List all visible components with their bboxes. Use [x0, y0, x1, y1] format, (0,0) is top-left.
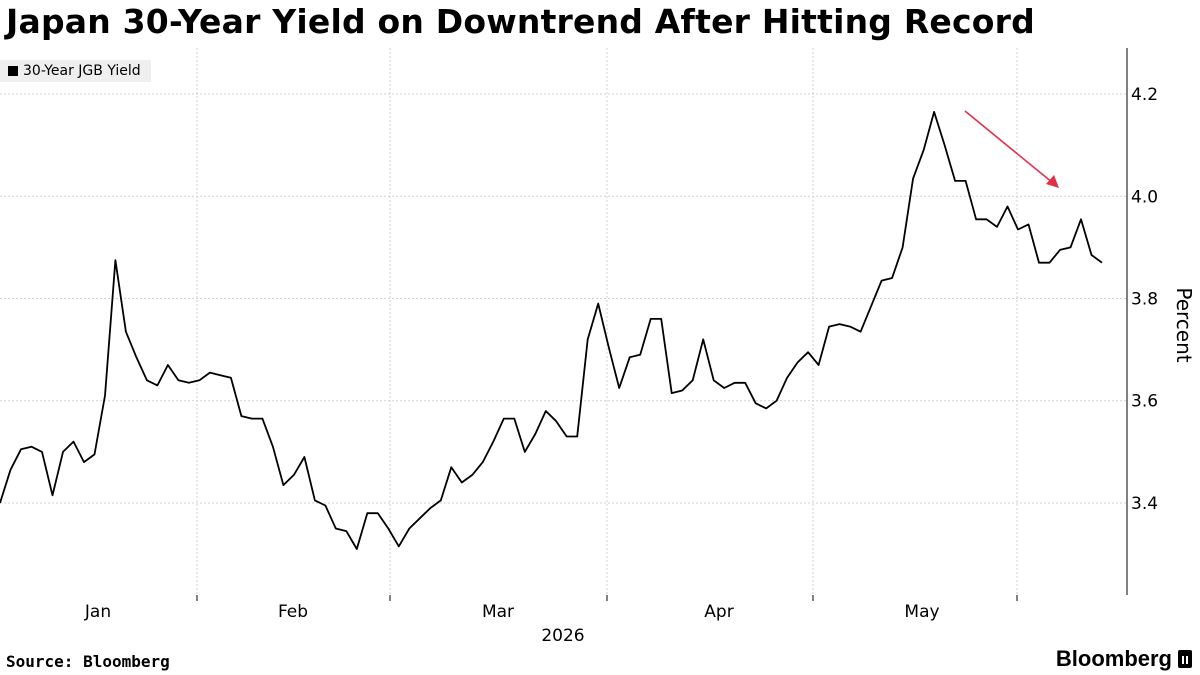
- grid: [0, 48, 1127, 595]
- y-axis-label: Percent: [1172, 287, 1196, 362]
- y-tick-label: 4.2: [1131, 85, 1158, 105]
- y-tick-label: 3.6: [1131, 392, 1158, 412]
- brand-logo: Bloomberg: [1056, 646, 1192, 672]
- x-tick-label: May: [904, 602, 939, 622]
- brand-name: Bloomberg: [1055, 646, 1172, 671]
- legend-swatch: [8, 66, 18, 76]
- downtrend-arrow-head: [1046, 175, 1059, 188]
- axes: 3.4 3.6 3.8 4.0 4.2 Jan Feb Mar Apr May 2026 Percen…: [84, 48, 1196, 646]
- x-tick-label: Jan: [84, 602, 111, 622]
- x-tick-label: Feb: [278, 602, 308, 622]
- y-tick-label: 4.0: [1131, 187, 1158, 207]
- source-note: Source: Bloomberg: [6, 652, 170, 671]
- annotation-layer: [964, 110, 1059, 188]
- bloomberg-b-icon: [1178, 650, 1192, 668]
- legend-label: 30-Year JGB Yield: [23, 63, 141, 79]
- series-line-30-year-jgb-yield: [0, 111, 1103, 550]
- x-tick-label: Apr: [704, 602, 733, 622]
- legend: 30-Year JGB Yield: [0, 60, 151, 82]
- y-tick-label: 3.8: [1131, 289, 1158, 309]
- chart-title: Japan 30-Year Yield on Downtrend After H…: [6, 2, 1035, 41]
- y-tick-label: 3.4: [1131, 494, 1158, 514]
- x-axis-label: 2026: [541, 626, 584, 646]
- x-tick-label: Mar: [482, 602, 514, 622]
- downtrend-arrow: [964, 110, 1054, 184]
- series-layer: [0, 111, 1103, 550]
